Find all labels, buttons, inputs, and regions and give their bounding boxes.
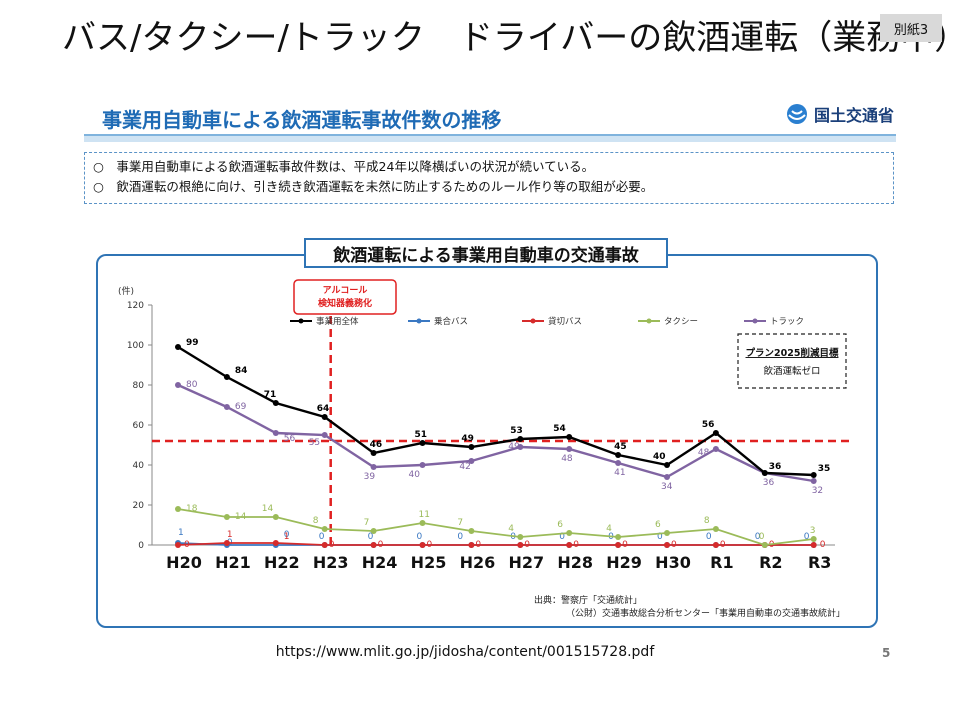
page-number: 5 <box>882 646 891 660</box>
ministry-name: 国土交通省 <box>813 106 894 125</box>
ministry-logo-block: 国土交通省 <box>786 102 894 126</box>
summary-notes: ○ 事業用自動車による飲酒運転事故件数は、平成24年以降横ばいの状況が続いている… <box>84 152 894 204</box>
ministry-emblem-icon <box>786 104 807 124</box>
document-header: 事業用自動車による飲酒運転事故件数の推移 国土交通省 <box>84 96 896 136</box>
note-line: ○ 飲酒運転の根絶に向け、引き続き飲酒運転を未然に防止するためのルール作り等の取… <box>93 179 654 194</box>
document-title: 事業用自動車による飲酒運転事故件数の推移 <box>102 108 502 132</box>
header-rule <box>84 134 896 142</box>
slide-title: バス/タクシー/トラック ドライバーの飲酒運転（業務中） <box>62 18 960 58</box>
chart-title: 飲酒運転による事業用自動車の交通事故 <box>304 238 668 268</box>
source-url[interactable]: https://www.mlit.go.jp/jidosha/content/0… <box>275 644 655 660</box>
chart-panel <box>96 254 878 628</box>
attachment-badge: 別紙3 <box>880 14 942 42</box>
note-line: ○ 事業用自動車による飲酒運転事故件数は、平成24年以降横ばいの状況が続いている… <box>93 159 595 174</box>
